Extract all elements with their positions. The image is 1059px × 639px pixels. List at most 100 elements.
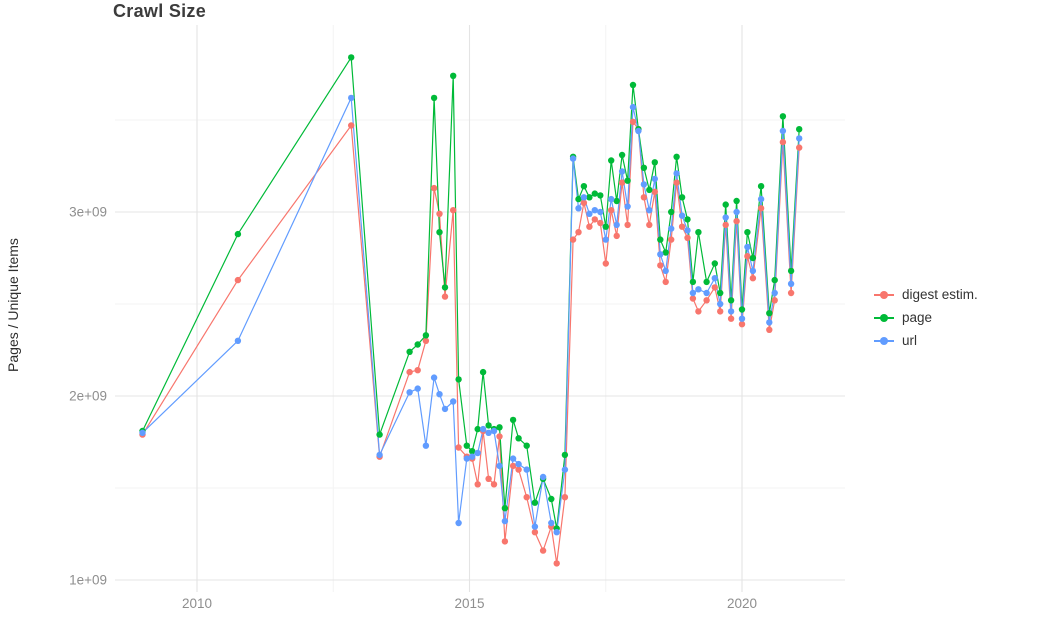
data-point	[496, 433, 503, 440]
data-point	[766, 310, 773, 317]
data-point	[771, 276, 778, 284]
data-point	[479, 368, 487, 376]
data-point	[469, 448, 476, 455]
data-point	[515, 435, 522, 442]
data-point	[501, 538, 509, 545]
data-point	[624, 203, 631, 210]
data-point	[689, 295, 697, 302]
data-point	[624, 221, 631, 229]
data-point	[668, 236, 675, 243]
data-point	[646, 207, 653, 214]
data-point	[703, 297, 710, 304]
data-point	[474, 481, 481, 488]
data-point	[455, 519, 462, 527]
data-point	[539, 473, 547, 481]
data-point	[586, 210, 593, 217]
data-point	[738, 321, 746, 328]
data-point	[668, 225, 675, 232]
data-point	[531, 499, 539, 506]
legend-label: digest estim.	[902, 287, 978, 302]
data-point	[553, 529, 560, 536]
data-point	[787, 280, 795, 287]
data-point	[406, 368, 413, 376]
data-point	[575, 195, 582, 203]
data-point	[561, 494, 569, 501]
data-point	[436, 229, 443, 236]
data-point	[624, 177, 631, 184]
data-point	[580, 194, 588, 201]
data-point	[450, 398, 457, 405]
legend-item-url: url	[874, 332, 978, 349]
data-point	[591, 216, 598, 223]
legend-item-page: page	[874, 309, 978, 326]
data-point	[779, 138, 787, 146]
legend-item-digest-estim: digest estim.	[874, 286, 978, 303]
y-tick-label: 3e+09	[69, 205, 107, 220]
data-point	[629, 118, 637, 126]
data-point	[441, 405, 449, 413]
data-point	[711, 260, 718, 267]
data-point	[733, 218, 740, 225]
data-point	[635, 127, 642, 135]
data-point	[779, 113, 787, 120]
data-point	[450, 72, 457, 80]
data-point	[548, 495, 555, 503]
data-point	[469, 453, 476, 460]
x-tick-label: 2020	[727, 596, 757, 611]
data-point	[455, 444, 462, 451]
data-point	[618, 179, 626, 186]
data-point	[561, 466, 569, 473]
legend-label: page	[902, 310, 933, 325]
data-point	[640, 194, 648, 201]
data-point	[657, 251, 664, 258]
data-point	[515, 466, 522, 473]
data-point	[717, 289, 724, 297]
data-point	[651, 188, 658, 195]
data-point	[515, 460, 522, 468]
data-point	[523, 494, 530, 501]
data-point	[234, 337, 242, 344]
series-line	[141, 121, 800, 565]
data-point	[490, 481, 498, 488]
data-point	[640, 181, 648, 188]
data-point	[689, 289, 697, 297]
data-point	[744, 243, 751, 251]
data-point	[727, 297, 735, 304]
data-point	[717, 300, 724, 308]
data-point	[586, 223, 593, 230]
data-point	[695, 229, 702, 236]
data-point	[441, 293, 449, 300]
data-point	[771, 297, 778, 304]
data-point	[597, 208, 604, 216]
data-point	[757, 205, 765, 212]
data-point	[651, 159, 658, 166]
data-point	[348, 122, 355, 129]
data-point	[414, 341, 421, 348]
data-point	[591, 207, 598, 214]
data-point	[749, 267, 757, 275]
data-point	[490, 427, 498, 435]
data-point	[796, 144, 803, 151]
data-point	[509, 462, 517, 470]
data-point	[684, 227, 691, 234]
data-point	[436, 210, 443, 217]
data-point	[684, 216, 691, 223]
data-point	[796, 126, 803, 133]
data-point	[657, 262, 664, 269]
data-point	[766, 319, 773, 326]
data-point	[695, 286, 702, 293]
data-point	[580, 183, 588, 190]
legend: digest estim. page url	[874, 286, 978, 349]
data-point	[618, 151, 626, 159]
data-point	[474, 449, 481, 457]
data-point	[430, 184, 438, 192]
data-point	[414, 385, 421, 392]
data-point	[234, 230, 242, 238]
data-point	[651, 175, 658, 183]
data-point	[414, 367, 421, 374]
data-point	[479, 425, 487, 433]
data-point	[640, 164, 648, 171]
data-point	[485, 429, 492, 436]
data-point	[662, 249, 669, 256]
data-point	[234, 276, 242, 284]
